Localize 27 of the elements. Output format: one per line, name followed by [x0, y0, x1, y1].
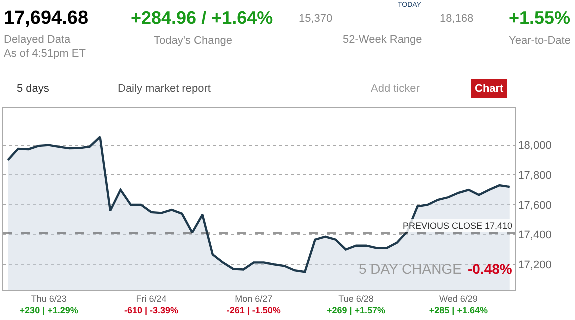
- text: As of 4:51pm ET: [4, 48, 86, 60]
- text: Daily market report: [118, 83, 211, 95]
- ref-line-label: PREVIOUS CLOSE 17,410: [403, 221, 513, 231]
- text: 15,370: [299, 13, 333, 25]
- text: 18,168: [440, 13, 474, 25]
- y-tick-label: 17,400: [518, 230, 552, 242]
- annotation: 5 DAY CHANGE: [359, 261, 462, 277]
- y-tick-label: 17,200: [518, 259, 552, 272]
- text: Add ticker: [371, 83, 420, 95]
- x-tick-label: Thu 6/23 +230 | +1.29%: [20, 294, 78, 316]
- text: Chart: [475, 83, 504, 95]
- text: Today's Change: [154, 35, 233, 47]
- text: 5 days: [17, 83, 50, 95]
- y-tick-label: 17,800: [518, 170, 552, 182]
- x-tick-label: Wed 6/29 +285 | +1.64%: [429, 294, 488, 316]
- text: +1.55%: [509, 8, 571, 28]
- y-tick-label: 18,000: [518, 140, 552, 152]
- x-tick-label: Mon 6/27 -261 | -1.50%: [226, 294, 281, 316]
- y-tick-label: 17,600: [518, 200, 552, 212]
- x-tick-label: Tue 6/28 +269 | +1.57%: [326, 294, 386, 316]
- text: Year-to-Date: [509, 35, 571, 47]
- text: Delayed Data: [4, 34, 72, 46]
- text: +284.96 / +1.64%: [131, 8, 274, 28]
- text: 17,694.68: [4, 8, 89, 29]
- annotation: -0.48%: [468, 261, 513, 277]
- x-tick-label: Fri 6/24 -610 | -3.39%: [124, 294, 179, 316]
- text: 52-Week Range: [343, 34, 422, 46]
